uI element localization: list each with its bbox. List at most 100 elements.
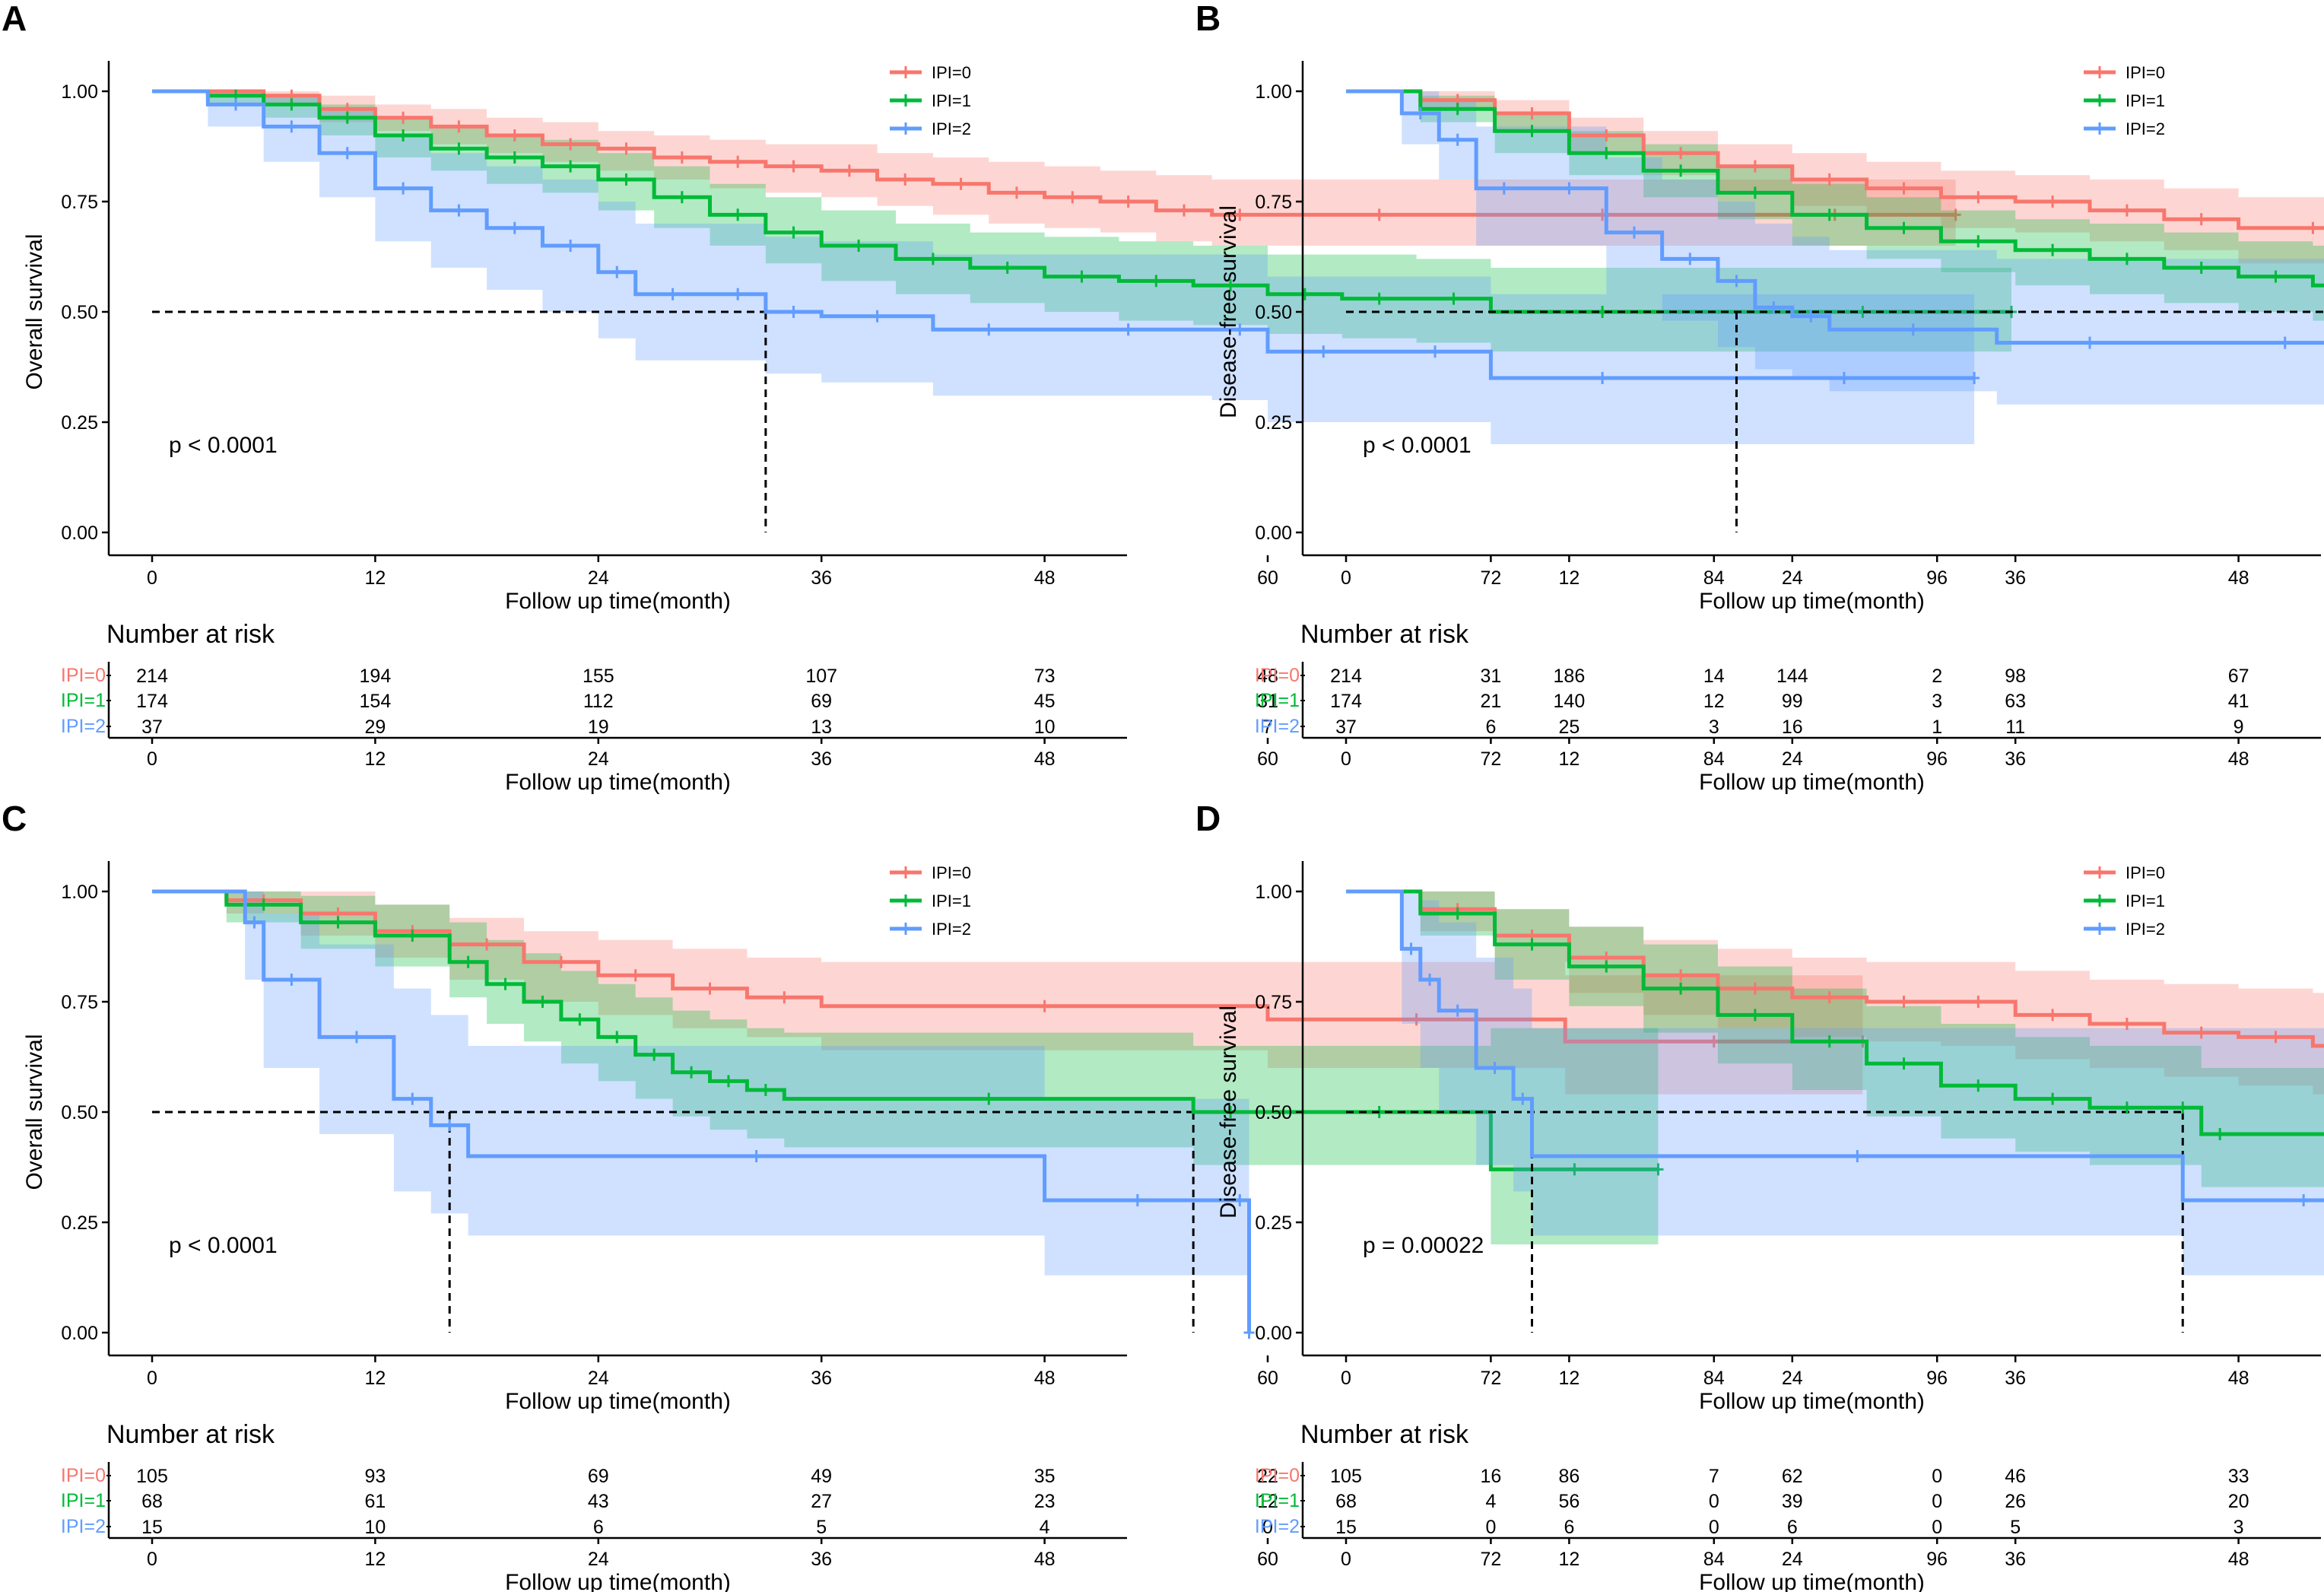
censor-mark bbox=[1373, 292, 1385, 305]
risk-x-tick-label: 48 bbox=[1034, 748, 1056, 770]
censor-mark bbox=[1452, 1004, 1463, 1017]
risk-row-label: IPI=0 bbox=[1255, 665, 1300, 686]
risk-count: 10 bbox=[364, 1517, 386, 1538]
censor-mark bbox=[1452, 103, 1463, 116]
censor-mark bbox=[1969, 372, 1980, 384]
censor-mark bbox=[955, 177, 967, 190]
censor-mark bbox=[621, 173, 632, 186]
censor-mark bbox=[2121, 1018, 2132, 1030]
x-tick-label: 12 bbox=[1558, 1368, 1579, 1389]
risk-count: 33 bbox=[2228, 1466, 2249, 1487]
legend-censor-mark bbox=[2095, 122, 2104, 135]
censor-mark bbox=[249, 916, 260, 929]
risk-count: 194 bbox=[360, 666, 392, 687]
x-tick-label: 60 bbox=[1257, 1368, 1278, 1389]
survival-curve-IPI1 bbox=[152, 889, 1659, 1171]
ci-band-IPI0 bbox=[152, 891, 1863, 1095]
x-tick-label: 36 bbox=[2005, 567, 2026, 589]
risk-x-tick-label: 12 bbox=[1558, 1549, 1579, 1570]
legend-label: IPI=2 bbox=[932, 920, 971, 939]
survival-curve-IPI2 bbox=[152, 89, 1975, 380]
legend-censor-mark bbox=[901, 866, 910, 879]
risk-count: 4 bbox=[1485, 1491, 1496, 1512]
risk-count: 144 bbox=[1776, 666, 1808, 687]
risk-count: 56 bbox=[1558, 1491, 1579, 1512]
censor-mark bbox=[509, 151, 520, 164]
risk-count: 62 bbox=[1782, 1466, 1803, 1487]
censor-mark bbox=[565, 240, 576, 252]
censor-mark bbox=[1973, 996, 1984, 1008]
risk-x-tick-label: 24 bbox=[588, 1549, 609, 1570]
x-tick-label: 0 bbox=[147, 1368, 157, 1389]
risk-x-tick-label: 0 bbox=[1341, 1549, 1351, 1570]
censor-mark bbox=[398, 129, 409, 141]
x-tick-label: 24 bbox=[1782, 567, 1803, 589]
risk-table-title: Number at risk bbox=[1300, 1420, 1469, 1449]
risk-count: 7 bbox=[1262, 717, 1273, 738]
legend-label: IPI=2 bbox=[932, 119, 971, 138]
censor-mark bbox=[500, 977, 511, 990]
risk-count: 35 bbox=[1034, 1466, 1056, 1487]
censor-mark bbox=[574, 1013, 586, 1026]
censor-mark bbox=[1424, 974, 1436, 986]
survival-curve-IPI1 bbox=[152, 89, 2011, 314]
censor-mark bbox=[732, 208, 744, 221]
legend-censor-mark bbox=[2095, 94, 2104, 106]
censor-mark bbox=[983, 323, 995, 336]
censor-mark bbox=[1731, 275, 1742, 288]
risk-count: 61 bbox=[364, 1491, 386, 1512]
censor-mark bbox=[1067, 191, 1078, 204]
censor-mark bbox=[1122, 195, 1134, 208]
censor-mark bbox=[1601, 147, 1612, 160]
censor-mark bbox=[1597, 372, 1608, 384]
risk-x-tick-label: 24 bbox=[1782, 1549, 1803, 1570]
legend-label: IPI=0 bbox=[2126, 863, 2165, 882]
risk-x-axis-title: Follow up time(month) bbox=[505, 770, 731, 795]
y-axis-title: Overall survival bbox=[22, 1034, 47, 1190]
risk-count: 27 bbox=[811, 1491, 832, 1512]
risk-count: 21 bbox=[1480, 691, 1501, 712]
censor-mark bbox=[1452, 907, 1463, 920]
censor-mark bbox=[1151, 275, 1162, 288]
censor-mark bbox=[1898, 182, 1910, 195]
risk-count: 4 bbox=[1040, 1517, 1050, 1538]
censor-mark bbox=[732, 155, 744, 168]
legend-label: IPI=1 bbox=[932, 91, 971, 110]
risk-x-axis-title: Follow up time(month) bbox=[1699, 1570, 1925, 1592]
censor-mark bbox=[1653, 1163, 1664, 1176]
risk-count: 3 bbox=[2234, 1517, 2244, 1538]
risk-row-label: IPI=2 bbox=[61, 716, 106, 737]
risk-count: 140 bbox=[1554, 691, 1586, 712]
censor-mark bbox=[788, 160, 799, 173]
censor-mark bbox=[509, 221, 520, 234]
censor-mark bbox=[1373, 208, 1385, 221]
panel-B: B0.000.250.500.751.0001224364860728496Fo… bbox=[1195, 0, 2324, 795]
censor-mark bbox=[1749, 160, 1760, 173]
risk-count: 69 bbox=[588, 1466, 609, 1487]
risk-x-tick-label: 12 bbox=[1558, 748, 1579, 770]
censor-mark bbox=[1973, 1079, 1984, 1092]
risk-count: 0 bbox=[1709, 1517, 1719, 1538]
censor-mark bbox=[2195, 213, 2207, 226]
risk-x-tick-label: 48 bbox=[2228, 1549, 2249, 1570]
censor-mark bbox=[453, 120, 465, 133]
risk-count: 10 bbox=[1034, 717, 1056, 738]
censor-mark bbox=[1411, 1013, 1422, 1026]
p-value: p < 0.0001 bbox=[1363, 433, 1472, 458]
risk-row-label: IPI=0 bbox=[61, 665, 106, 686]
x-tick-label: 72 bbox=[1480, 567, 1501, 589]
censor-mark bbox=[722, 1075, 734, 1088]
survival-curve-IPI0 bbox=[1346, 89, 2324, 230]
censor-mark bbox=[2177, 1101, 2189, 1114]
censor-mark bbox=[2047, 1092, 2059, 1105]
risk-count: 99 bbox=[1782, 691, 1803, 712]
censor-mark bbox=[258, 898, 269, 911]
risk-x-tick-label: 36 bbox=[811, 1549, 832, 1570]
censor-mark bbox=[779, 991, 790, 1004]
risk-count: 6 bbox=[1564, 1517, 1574, 1538]
y-tick-label: 0.25 bbox=[61, 412, 98, 434]
risk-count: 26 bbox=[2005, 1491, 2026, 1512]
risk-x-tick-label: 24 bbox=[1782, 748, 1803, 770]
censor-mark bbox=[341, 111, 353, 124]
risk-count: 0 bbox=[1485, 1517, 1496, 1538]
